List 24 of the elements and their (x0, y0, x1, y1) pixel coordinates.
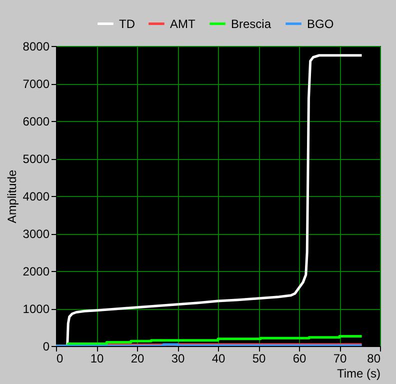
x-tick-label: 30 (171, 352, 185, 366)
y-tick-label: 7000 (22, 77, 50, 91)
y-tick-label: 4000 (22, 190, 50, 204)
y-tick-label: 5000 (22, 152, 50, 166)
x-tick-label: 40 (212, 352, 226, 366)
x-tick-label: 0 (56, 352, 64, 366)
y-tick-label: 6000 (22, 114, 50, 128)
x-tick-label: 70 (333, 352, 347, 366)
x-tick-label: 60 (292, 352, 306, 366)
y-tick-label: 3000 (22, 227, 50, 241)
x-tick-label: 20 (130, 352, 144, 366)
y-tick-label: 8000 (22, 40, 50, 54)
legend-label: BGO (307, 16, 334, 31)
legend-label: AMT (170, 16, 196, 31)
x-tick-label: 10 (90, 352, 104, 366)
legend-label: TD (119, 16, 136, 31)
x-axis-title: Time (s) (336, 366, 381, 380)
y-tick-label: 2000 (22, 264, 50, 278)
y-tick-label: 1000 (22, 302, 50, 316)
x-tick-label: 50 (252, 352, 266, 366)
x-tick-label: 80 (367, 352, 381, 366)
legend-label: Brescia (231, 16, 272, 31)
y-tick-label: 0 (42, 340, 50, 354)
y-axis-title: Amplitude (4, 170, 19, 224)
